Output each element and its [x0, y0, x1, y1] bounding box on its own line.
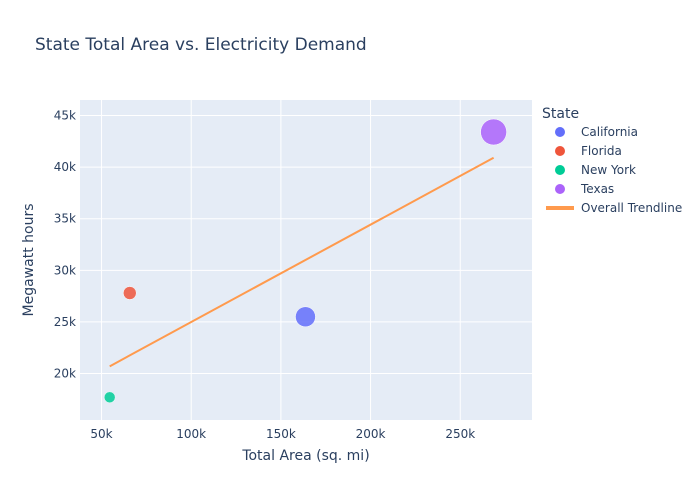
chart-title: State Total Area vs. Electricity Demand [35, 35, 367, 55]
legend-label-florida[interactable]: Florida [581, 144, 622, 158]
trendline-layer [109, 156, 495, 368]
gridlines [80, 100, 532, 420]
y-axis-ticks: 20k 25k 30k 35k 40k 45k [54, 108, 76, 380]
legend: State California Florida New York Texas Over… [542, 106, 682, 215]
legend-marker-texas[interactable] [555, 184, 565, 194]
y-tick-label: 30k [54, 263, 76, 277]
legend-label-texas[interactable]: Texas [580, 182, 614, 196]
y-tick-label: 25k [54, 315, 76, 329]
x-tick-label: 200k [356, 427, 386, 441]
legend-marker-california[interactable] [555, 127, 565, 137]
point-new-york[interactable] [103, 391, 116, 404]
legend-label-new-york[interactable]: New York [581, 163, 636, 177]
point-texas[interactable] [480, 118, 507, 146]
point-florida[interactable] [123, 286, 137, 300]
legend-label-california[interactable]: California [581, 125, 638, 139]
x-tick-label: 50k [90, 427, 112, 441]
x-tick-label: 100k [176, 427, 206, 441]
point-california[interactable] [295, 306, 316, 328]
legend-title: State [542, 106, 579, 122]
y-axis-label: Megawatt hours [21, 204, 37, 317]
y-tick-label: 40k [54, 160, 76, 174]
legend-label-trendline[interactable]: Overall Trendline [581, 201, 682, 215]
data-points [103, 118, 507, 404]
y-tick-label: 35k [54, 212, 76, 226]
x-axis-ticks: 50k 100k 150k 200k 250k [90, 427, 475, 441]
x-axis-label: Total Area (sq. mi) [241, 448, 369, 464]
x-tick-label: 150k [266, 427, 296, 441]
y-tick-label: 45k [54, 108, 76, 122]
y-tick-label: 20k [54, 367, 76, 381]
x-tick-label: 250k [445, 427, 475, 441]
legend-marker-florida[interactable] [555, 146, 565, 156]
trendline [109, 156, 495, 368]
legend-marker-new-york[interactable] [555, 165, 565, 175]
